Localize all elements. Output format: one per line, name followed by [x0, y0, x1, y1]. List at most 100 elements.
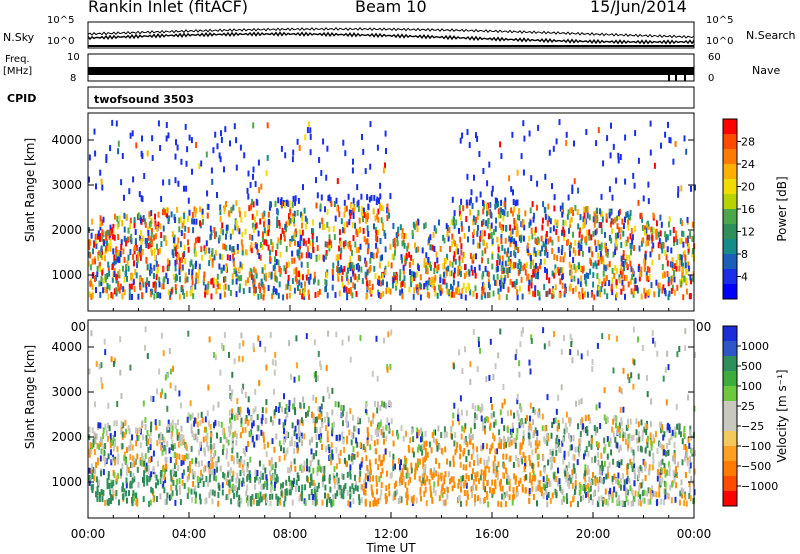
- echo-cell: [480, 415, 483, 422]
- echo-cell: [130, 233, 133, 240]
- echo-cell: [136, 466, 139, 473]
- echo-cell: [609, 487, 612, 494]
- echo-cell: [270, 239, 273, 245]
- echo-cell: [343, 211, 346, 218]
- echo-cell: [330, 459, 333, 466]
- echo-cell: [161, 388, 164, 395]
- echo-cell: [251, 213, 254, 220]
- echo-cell: [453, 440, 456, 447]
- echo-cell: [365, 217, 368, 224]
- echo-cell: [266, 483, 269, 490]
- echo-cell: [108, 497, 111, 504]
- echo-cell: [365, 213, 368, 220]
- nave-spikes: [668, 68, 686, 81]
- echo-cell: [257, 425, 260, 432]
- echo-cell: [107, 453, 110, 460]
- echo-cell: [643, 229, 646, 236]
- echo-cell: [409, 269, 411, 276]
- echo-cell: [555, 443, 557, 450]
- echo-cell: [569, 250, 571, 257]
- echo-cell: [325, 445, 328, 452]
- echo-cell: [131, 444, 134, 451]
- echo-cell: [205, 426, 208, 433]
- echo-cell: [229, 254, 232, 261]
- echo-cell: [106, 273, 109, 279]
- echo-cell: [351, 292, 354, 299]
- echo-cell: [265, 364, 268, 371]
- echo-cell: [211, 462, 214, 469]
- echo-cell: [412, 258, 415, 265]
- echo-cell: [591, 499, 594, 505]
- echo-cell: [376, 144, 379, 151]
- echo-cell: [250, 242, 253, 249]
- echo-cell: [298, 229, 301, 236]
- echo-cell: [210, 432, 213, 439]
- echo-cell: [354, 480, 357, 487]
- echo-cell: [367, 203, 370, 210]
- echo-cell: [260, 496, 263, 503]
- echo-cell: [356, 276, 359, 283]
- echo-cell: [247, 440, 250, 447]
- echo-cell: [640, 419, 643, 426]
- echo-cell: [350, 204, 353, 210]
- echo-cell: [382, 290, 385, 297]
- echo-cell: [532, 419, 534, 426]
- echo-cell: [629, 209, 632, 216]
- echo-cell: [684, 494, 687, 501]
- echo-cell: [106, 483, 109, 490]
- echo-cell: [222, 264, 225, 271]
- echo-cell: [308, 240, 311, 247]
- echo-cell: [264, 346, 267, 353]
- echo-cell: [568, 261, 571, 268]
- echo-cell: [546, 481, 548, 488]
- echo-cell: [679, 499, 681, 506]
- echo-cell: [641, 225, 644, 231]
- echo-cell: [364, 260, 367, 267]
- echo-cell: [559, 256, 562, 263]
- echo-cell: [286, 220, 289, 227]
- echo-cell: [203, 271, 206, 278]
- echo-cell: [350, 289, 353, 296]
- echo-cell: [127, 227, 130, 234]
- echo-cell: [460, 292, 463, 299]
- echo-cell: [291, 201, 294, 208]
- echo-cell: [520, 236, 522, 243]
- echo-cell: [331, 387, 334, 394]
- echo-cell: [370, 194, 373, 201]
- echo-cell: [484, 474, 487, 481]
- echo-cell: [602, 270, 605, 277]
- echo-cell: [561, 229, 563, 236]
- echo-cell: [236, 248, 239, 254]
- echo-cell: [318, 413, 321, 420]
- echo-cell: [691, 275, 694, 282]
- echo-cell: [681, 438, 684, 445]
- echo-cell: [231, 273, 234, 280]
- echo-cell: [171, 231, 174, 238]
- echo-cell: [403, 255, 406, 262]
- echo-cell: [650, 398, 653, 405]
- echo-cell: [561, 211, 564, 218]
- echo-cell: [141, 277, 144, 284]
- echo-cell: [494, 279, 496, 286]
- echo-cell: [191, 496, 194, 503]
- echo-cell: [555, 450, 558, 456]
- echo-cell: [575, 473, 577, 480]
- echo-cell: [481, 286, 484, 293]
- echo-cell: [296, 419, 299, 426]
- echo-cell: [515, 240, 517, 247]
- echo-cell: [493, 455, 496, 462]
- echo-cell: [361, 484, 364, 491]
- echo-cell: [199, 493, 201, 500]
- echo-cell: [638, 435, 641, 442]
- echo-cell: [213, 233, 216, 239]
- echo-cell: [500, 234, 503, 240]
- echo-cell: [367, 230, 370, 237]
- echo-cell: [190, 423, 193, 430]
- echo-cell: [394, 275, 397, 282]
- echo-cell: [193, 471, 196, 478]
- echo-cell: [681, 270, 684, 277]
- echo-cell: [537, 485, 540, 492]
- echo-cell: [343, 286, 346, 293]
- echo-cell: [604, 265, 607, 272]
- echo-cell: [631, 274, 634, 281]
